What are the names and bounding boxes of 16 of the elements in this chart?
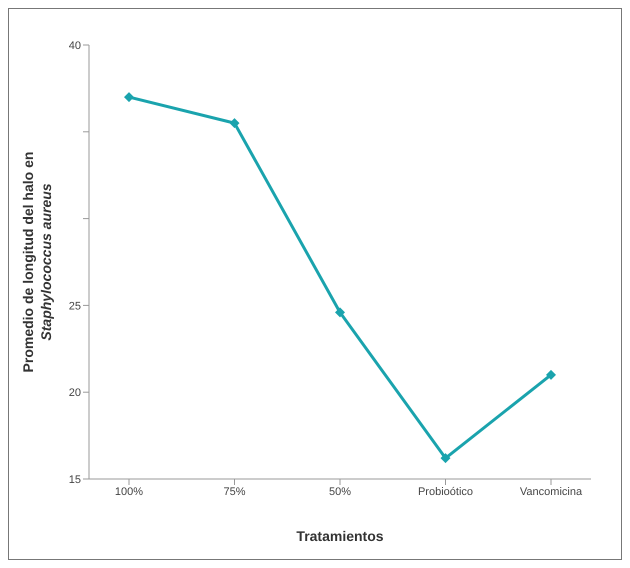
x-tick-label: Probioótico — [418, 486, 474, 498]
x-tick-label: 75% — [223, 486, 246, 498]
y-axis-title: Promedio de longitud del halo en Staphylococcus aureus — [20, 152, 54, 372]
point — [230, 118, 240, 128]
point — [335, 307, 345, 318]
y-tick-label: 15 — [68, 474, 81, 486]
point — [124, 92, 134, 102]
y-tick-label: 40 — [68, 40, 81, 52]
y-tick-label: 20 — [68, 387, 81, 400]
y-tick-label: 25 — [68, 300, 81, 312]
x-tick-label: Vancomicina — [520, 486, 583, 498]
x-tick-label: 100% — [114, 486, 144, 498]
point — [546, 370, 556, 380]
x-axis-title: Tratamientos — [296, 528, 384, 544]
point — [440, 453, 450, 464]
x-tick-label: 50% — [328, 486, 352, 498]
